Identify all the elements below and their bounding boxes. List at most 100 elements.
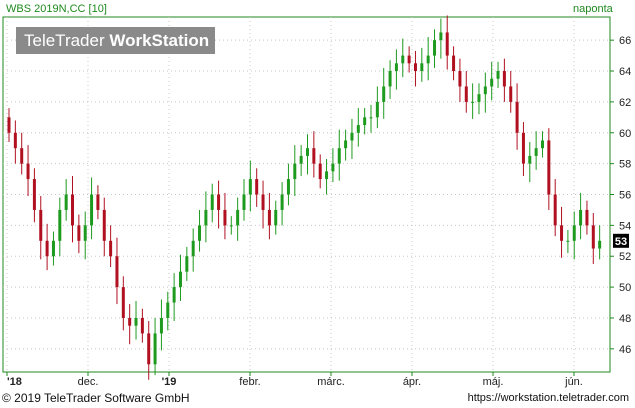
y-tick-label: 64 <box>619 66 631 78</box>
candle <box>13 120 17 164</box>
grid-lines <box>2 16 611 373</box>
candle <box>236 197 240 241</box>
candle <box>115 237 119 305</box>
last-value-label: 53 <box>615 236 627 248</box>
candle <box>204 191 208 243</box>
candle <box>261 180 265 229</box>
candle <box>26 145 30 197</box>
watermark-text-2: WorkStation <box>109 31 210 50</box>
candle <box>547 128 551 210</box>
candle <box>344 129 348 161</box>
candle <box>198 209 202 252</box>
candle <box>128 304 132 345</box>
candle <box>248 160 252 212</box>
candle <box>528 142 532 183</box>
candle <box>286 163 290 206</box>
candle <box>560 206 564 258</box>
y-axis: 46 48 50 52 54 56 58 60 62 64 66 <box>610 35 631 356</box>
last-value-marker: 53 <box>613 233 629 248</box>
y-tick-label: 62 <box>619 97 631 109</box>
y-tick-label: 54 <box>619 220 631 232</box>
x-tick-label: jún. <box>564 376 583 388</box>
candle <box>134 301 138 340</box>
x-tick-label: ápr. <box>403 376 421 388</box>
x-tick-label: dec. <box>78 376 99 388</box>
y-tick-label: 60 <box>619 128 631 140</box>
candle <box>356 108 360 147</box>
candle <box>166 291 170 331</box>
candle <box>267 192 271 240</box>
candle <box>521 121 525 176</box>
y-tick-label: 66 <box>619 35 631 47</box>
period-label: naponta <box>573 3 613 15</box>
candle <box>464 71 468 113</box>
y-tick-label: 58 <box>619 159 631 171</box>
candle <box>350 118 354 159</box>
candle <box>553 179 557 237</box>
candle <box>426 37 430 81</box>
candle <box>458 58 462 102</box>
candle <box>20 132 24 175</box>
candle <box>579 192 583 240</box>
candle <box>439 18 443 59</box>
candle <box>394 49 398 90</box>
candle <box>293 145 297 197</box>
candle <box>363 108 367 135</box>
plot-border <box>2 16 611 373</box>
site-link[interactable]: https://workstation.teletrader.com <box>467 392 629 404</box>
y-tick-label: 52 <box>619 251 631 263</box>
candle <box>274 200 278 235</box>
candle <box>306 134 309 175</box>
candle <box>64 179 68 221</box>
candle <box>509 71 513 113</box>
candle <box>445 15 449 70</box>
candle <box>71 175 75 243</box>
candle <box>280 182 284 226</box>
candle <box>178 254 182 301</box>
candle <box>96 185 100 220</box>
candle <box>58 197 62 257</box>
candle <box>388 60 392 99</box>
candle <box>337 129 341 181</box>
candle <box>496 61 500 88</box>
candle <box>413 50 417 87</box>
candle <box>185 246 189 281</box>
candle <box>420 47 424 82</box>
candle <box>172 273 176 322</box>
candle <box>102 197 106 257</box>
candle <box>471 83 475 119</box>
y-tick-label: 48 <box>619 313 631 325</box>
y-tick-label: 50 <box>619 282 631 294</box>
candle <box>477 83 481 115</box>
candle <box>32 168 36 223</box>
candle <box>369 104 373 133</box>
candle <box>109 225 113 268</box>
candle <box>483 72 487 113</box>
candle <box>159 299 163 351</box>
candle <box>572 211 576 260</box>
candle <box>39 196 43 260</box>
candle <box>452 46 456 81</box>
candle <box>407 46 411 73</box>
watermark: TeleTrader WorkStation <box>16 27 215 54</box>
candle <box>229 216 233 235</box>
candle <box>490 61 494 101</box>
candle <box>401 38 405 78</box>
candle <box>255 168 259 207</box>
candle <box>121 276 125 331</box>
candle <box>299 145 303 176</box>
candle <box>534 131 538 170</box>
candle <box>540 131 544 158</box>
candle <box>77 214 81 254</box>
copyright: © 2019 TeleTrader Software GmbH <box>2 391 190 405</box>
candle <box>515 83 519 150</box>
x-tick-label: máj. <box>483 376 504 388</box>
x-tick-label: '19 <box>162 376 177 388</box>
x-tick-label: márc. <box>317 376 345 388</box>
candle <box>147 321 151 380</box>
x-tick-label: febr. <box>239 376 260 388</box>
candle <box>331 148 335 183</box>
watermark-text-1: TeleTrader <box>24 31 110 50</box>
candles <box>7 15 602 380</box>
